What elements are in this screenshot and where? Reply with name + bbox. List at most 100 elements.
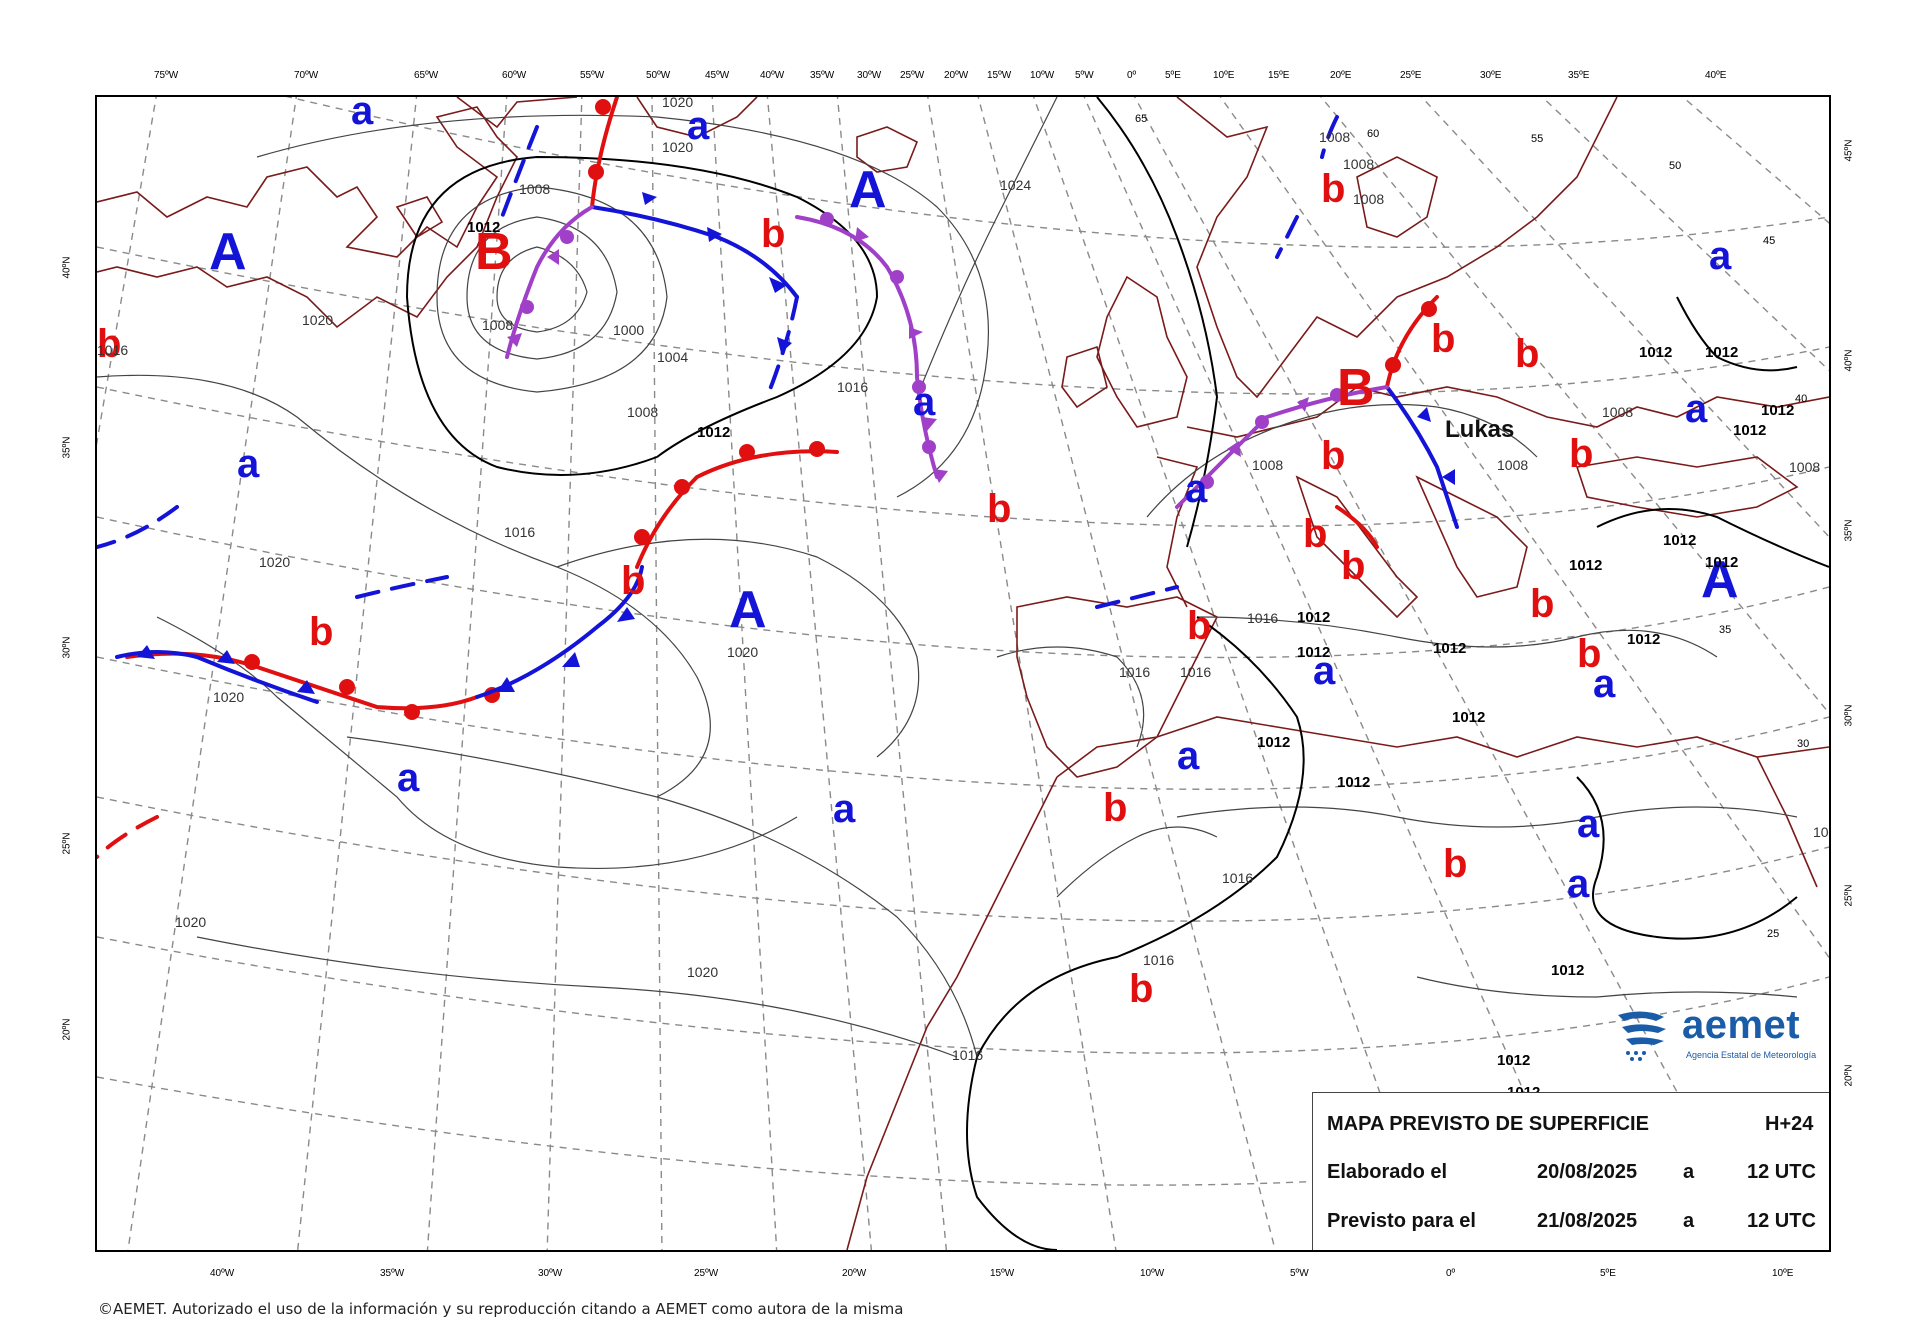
isobar-label: 1008 bbox=[1602, 404, 1633, 420]
cold-front-barb bbox=[217, 650, 235, 664]
isobar-label: 1008 bbox=[1497, 457, 1528, 473]
low-center-small: b bbox=[1129, 967, 1153, 1011]
lon-label: 5ºE bbox=[1600, 1268, 1616, 1279]
isobar-labels: 1020 1020 1020 1020 1020 1020 1020 1020 … bbox=[97, 97, 1829, 1140]
warm-front-bump bbox=[244, 654, 260, 670]
isobar-label: 1016 bbox=[1247, 610, 1278, 626]
isobar-label: 1020 bbox=[175, 914, 206, 930]
isobar-label: 1016 bbox=[97, 342, 128, 358]
low-center-small: b bbox=[1103, 786, 1127, 830]
high-center-small: a bbox=[237, 442, 260, 486]
lon-label: 40ºE bbox=[1705, 70, 1727, 81]
occluded-front-low bbox=[505, 205, 594, 359]
pressure-centers: A A A A a a a a a a a a a a a a a a B B … bbox=[97, 97, 1739, 1011]
low-center-small: b bbox=[1577, 632, 1601, 676]
occluded-barb bbox=[547, 249, 559, 265]
cold-front-symbols bbox=[137, 192, 1455, 694]
lon-label: 30ºE bbox=[1480, 70, 1502, 81]
legend-elaborated-time: 12 UTC bbox=[1747, 1161, 1816, 1183]
isobar-label: 1020 bbox=[662, 139, 693, 155]
coast-turkey bbox=[1575, 456, 1799, 518]
lon-label: 35ºW bbox=[380, 1268, 405, 1279]
coast-uk bbox=[1096, 275, 1188, 428]
lon-label: 10ºE bbox=[1213, 70, 1235, 81]
low-center-small: b bbox=[1321, 434, 1345, 478]
isobar-label: 1012 bbox=[1663, 532, 1696, 549]
isobars bbox=[97, 97, 1798, 1058]
warm-front-bump bbox=[739, 444, 755, 460]
storm-name-label: Lukas bbox=[1445, 416, 1514, 443]
lon-label: 20ºE bbox=[1330, 70, 1352, 81]
cold-front-dash bbox=[1275, 215, 1299, 259]
lon-line bbox=[127, 97, 297, 1250]
cold-front-barb bbox=[1442, 469, 1455, 485]
warm-front-bump bbox=[1421, 301, 1437, 317]
lon-label: 40ºW bbox=[210, 1268, 235, 1279]
lat-label: 35ºN bbox=[61, 436, 73, 459]
lon-label: 10ºW bbox=[1140, 1268, 1165, 1279]
longitude-lines bbox=[97, 97, 1829, 1250]
isobar-label: 1008 bbox=[1252, 457, 1283, 473]
occluded-barb bbox=[855, 227, 869, 242]
isobar-1012-sahara bbox=[1416, 976, 1798, 998]
legend-elaborated-label: Elaborado el bbox=[1327, 1161, 1448, 1183]
map-legend-box: MAPA PREVISTO DE SUPERFICIE H+24 Elabora… bbox=[1312, 1092, 1829, 1250]
isobar-label: 1012 bbox=[1551, 962, 1584, 979]
lon-label: 40ºW bbox=[760, 70, 785, 81]
lon-line bbox=[836, 97, 948, 1250]
coast-balkans bbox=[1415, 475, 1528, 598]
low-center-small: b bbox=[1431, 317, 1455, 361]
low-center-small: b bbox=[1443, 842, 1467, 886]
lon-label: 45ºW bbox=[705, 70, 730, 81]
isobar-label: 1016 bbox=[952, 1047, 983, 1063]
surface-analysis-map: A A A A a a a a a a a a a a a a a a B B … bbox=[97, 97, 1829, 1250]
coast-france bbox=[1156, 456, 1199, 608]
lat-line bbox=[97, 516, 1829, 659]
occluded-bump bbox=[560, 230, 574, 244]
occluded-bump bbox=[1255, 415, 1269, 429]
isobar-1016-atlantic bbox=[916, 97, 1058, 398]
lon-label: 25ºW bbox=[694, 1268, 719, 1279]
lon-label: 10ºW bbox=[1030, 70, 1055, 81]
lat-value: 30 bbox=[1797, 738, 1809, 750]
low-center-small: b bbox=[621, 559, 645, 603]
occluded-barb bbox=[507, 333, 522, 347]
low-center-small: b bbox=[1303, 512, 1327, 556]
lat-value: 55 bbox=[1531, 133, 1543, 145]
isobar-1020-west bbox=[156, 616, 798, 870]
lat-label: 40ºN bbox=[61, 256, 73, 279]
legend-elaborated-date: 20/08/2025 bbox=[1537, 1161, 1638, 1183]
lon-label: 55ºW bbox=[580, 70, 605, 81]
lon-line bbox=[1032, 97, 1436, 1250]
occluded-bump bbox=[820, 212, 834, 226]
isobars-bold bbox=[405, 97, 1829, 1250]
low-center-small: b bbox=[1341, 544, 1365, 588]
low-center-small: b bbox=[1515, 332, 1539, 376]
low-center-small: b bbox=[1569, 432, 1593, 476]
isobar-1012-central bbox=[1096, 97, 1219, 548]
isobar-1016-west bbox=[97, 374, 711, 798]
lon-line bbox=[1681, 97, 1829, 224]
isobar-label: 1016 bbox=[1143, 952, 1174, 968]
warm-front-dissipating bbox=[97, 815, 159, 859]
isobar-1016-africa bbox=[1056, 826, 1218, 898]
lat-line bbox=[97, 386, 1829, 527]
isobar-1012-africa bbox=[1176, 806, 1798, 828]
lon-label: 15ºW bbox=[990, 1268, 1015, 1279]
occluded-bump bbox=[1200, 475, 1214, 489]
isobar-label: 1012 bbox=[467, 219, 500, 236]
lat-value: 40 bbox=[1795, 393, 1807, 405]
lon-label: 10ºE bbox=[1772, 1268, 1794, 1279]
high-center: A bbox=[729, 581, 767, 639]
legend-lead-time: H+24 bbox=[1765, 1113, 1814, 1135]
lon-line bbox=[711, 97, 778, 1250]
isobar-label: 1008 bbox=[627, 404, 658, 420]
occluded-barb bbox=[1297, 397, 1309, 412]
warm-front-bump bbox=[674, 479, 690, 495]
low-center: B bbox=[1337, 359, 1375, 417]
lon-label: 30ºW bbox=[857, 70, 882, 81]
isobar-label: 1012 bbox=[1433, 640, 1466, 657]
lon-label: 20ºW bbox=[842, 1268, 867, 1279]
lat-value: 50 bbox=[1669, 160, 1681, 172]
occluded-bump bbox=[1330, 388, 1344, 402]
